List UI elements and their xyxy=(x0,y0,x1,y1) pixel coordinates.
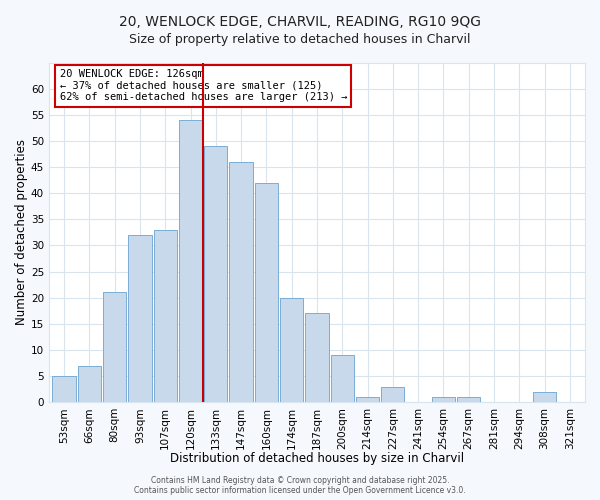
X-axis label: Distribution of detached houses by size in Charvil: Distribution of detached houses by size … xyxy=(170,452,464,465)
Bar xyxy=(305,314,329,402)
Bar xyxy=(154,230,177,402)
Bar xyxy=(381,386,404,402)
Bar xyxy=(432,397,455,402)
Bar xyxy=(179,120,202,402)
Bar xyxy=(255,182,278,402)
Bar xyxy=(103,292,126,402)
Text: Size of property relative to detached houses in Charvil: Size of property relative to detached ho… xyxy=(129,32,471,46)
Bar xyxy=(356,397,379,402)
Text: 20 WENLOCK EDGE: 126sqm
← 37% of detached houses are smaller (125)
62% of semi-d: 20 WENLOCK EDGE: 126sqm ← 37% of detache… xyxy=(59,70,347,102)
Bar xyxy=(229,162,253,402)
Bar xyxy=(78,366,101,402)
Bar xyxy=(204,146,227,402)
Text: 20, WENLOCK EDGE, CHARVIL, READING, RG10 9QG: 20, WENLOCK EDGE, CHARVIL, READING, RG10… xyxy=(119,15,481,29)
Bar xyxy=(533,392,556,402)
Bar xyxy=(52,376,76,402)
Y-axis label: Number of detached properties: Number of detached properties xyxy=(15,140,28,326)
Bar xyxy=(280,298,303,402)
Bar xyxy=(128,235,152,402)
Bar xyxy=(457,397,481,402)
Bar xyxy=(331,355,354,402)
Text: Contains HM Land Registry data © Crown copyright and database right 2025.
Contai: Contains HM Land Registry data © Crown c… xyxy=(134,476,466,495)
